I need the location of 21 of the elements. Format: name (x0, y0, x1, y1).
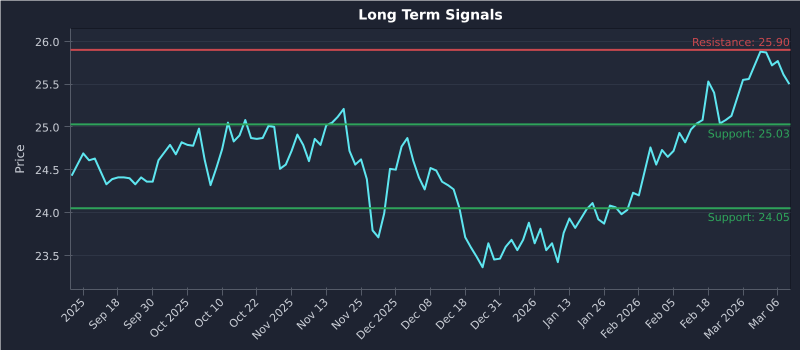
x-tick-label: Dec 18 (433, 296, 470, 333)
x-tick-label: Dec 08 (398, 296, 436, 333)
y-tick-label: 23.5 (35, 250, 60, 263)
x-tick-label: Sep 18 (86, 296, 123, 332)
y-axis-title: Price (13, 144, 28, 174)
line-series (70, 50, 790, 268)
x-tick-label: Dec 31 (468, 296, 505, 333)
x-tick-label: Feb 05 (642, 296, 678, 332)
x-tick-label: Nov 13 (294, 296, 331, 333)
x-tick-label: Oct 10 (192, 296, 227, 331)
ref-line-label: Support: 25.03 (708, 127, 790, 140)
x-tick-label: Mar 06 (746, 296, 782, 332)
y-tick-label: 26.0 (35, 36, 60, 49)
y-tick-label: 25.5 (35, 78, 60, 92)
y-tick-label: 24.0 (35, 206, 60, 220)
y-tick-label: 25.0 (35, 121, 60, 134)
y-tick-label: 24.5 (35, 164, 60, 178)
ref-line-label: Support: 24.05 (708, 211, 790, 224)
x-tick-label: Jan 13 (540, 296, 574, 330)
ref-line-label: Resistance: 25.90 (692, 36, 790, 49)
chart-title: Long Term Signals (358, 8, 503, 24)
